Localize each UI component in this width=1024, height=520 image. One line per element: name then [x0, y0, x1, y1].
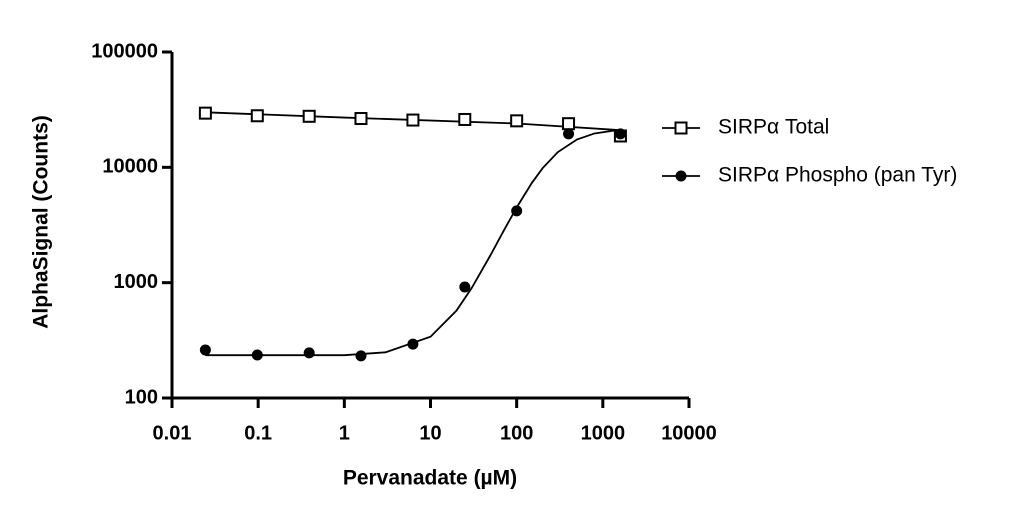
y-tick-label: 10000 [102, 156, 158, 178]
data-point [302, 109, 316, 123]
data-point [510, 114, 524, 128]
data-point [511, 205, 523, 217]
data-point [563, 128, 575, 140]
legend-marker [675, 170, 687, 182]
y-tick-label: 100 [125, 386, 158, 408]
data-point [614, 128, 626, 140]
x-tick-label: 0.1 [244, 422, 272, 444]
x-axis-title: Pervanadate (µM) [343, 467, 517, 490]
y-tick-label: 1000 [114, 271, 159, 293]
data-point [458, 112, 472, 126]
data-point [562, 117, 576, 131]
data-point [250, 109, 264, 123]
data-point [354, 112, 368, 126]
data-point [199, 344, 211, 356]
legend-label: SIRPα Phospho (pan Tyr) [718, 164, 957, 187]
data-point [303, 347, 315, 359]
y-tick-label: 100000 [91, 40, 158, 62]
legend-label: SIRPα Total [718, 116, 829, 139]
data-point [251, 349, 263, 361]
data-point [459, 281, 471, 293]
x-tick-label: 100 [500, 422, 533, 444]
data-point [355, 350, 367, 362]
y-axis-title: AlphaSignal (Counts) [30, 115, 53, 329]
data-point [407, 338, 419, 350]
x-tick-label: 1000 [581, 422, 626, 444]
x-tick-label: 0.01 [153, 422, 192, 444]
x-tick-label: 10000 [661, 422, 717, 444]
x-tick-label: 1 [339, 422, 350, 444]
data-point [198, 106, 212, 120]
fit-curve [205, 128, 621, 357]
x-tick-label: 10 [419, 422, 441, 444]
legend-marker [674, 121, 688, 135]
data-point [406, 113, 420, 127]
